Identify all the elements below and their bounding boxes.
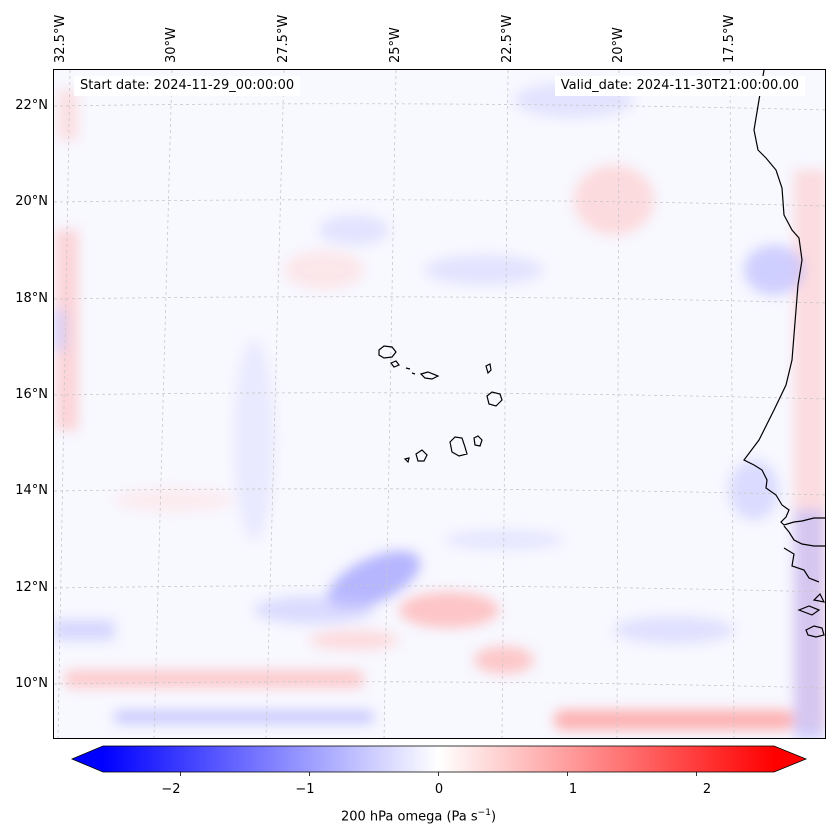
colorbar-label-suffix: )	[490, 809, 497, 825]
colorbar-ticks	[180, 772, 697, 776]
lat-label-16n: 16°N	[15, 387, 48, 402]
colorbar-label-exponent: −1	[477, 808, 491, 818]
graticule	[54, 70, 825, 738]
lat-label-14n: 14°N	[15, 483, 48, 498]
map-panel[interactable]: Start date: 2024-11-29_00:00:00 Valid_da…	[53, 69, 826, 739]
colorbar-label-text: 200 hPa omega (Pa s	[340, 809, 478, 825]
lon-label-25w: 25°W	[388, 27, 403, 63]
colorbar-max-extension	[774, 746, 806, 772]
africa-coastline	[743, 70, 825, 638]
lon-label-27-5w: 27.5°W	[276, 14, 291, 63]
lat-label-22n: 22°N	[15, 98, 48, 113]
colorbar-tick-neg1: −1	[295, 782, 315, 797]
lat-label-12n: 12°N	[15, 580, 48, 595]
colorbar-tick-0: 0	[434, 782, 444, 797]
colorbar-outline	[70, 745, 808, 773]
lon-label-32-5w: 32.5°W	[53, 14, 68, 63]
colorbar-min-extension	[72, 746, 103, 772]
lon-label-17-5w: 17.5°W	[722, 14, 737, 63]
colorbar-tick-neg2: −2	[161, 782, 181, 797]
lat-label-10n: 10°N	[15, 676, 48, 691]
lon-label-20w: 20°W	[611, 27, 626, 63]
omega-field-map	[54, 70, 825, 738]
cape-verde-islands	[378, 345, 503, 464]
colorbar-gradient	[103, 746, 774, 772]
colorbar-tick-2: 2	[702, 782, 712, 797]
start-date-label: Start date: 2024-11-29_00:00:00	[74, 76, 301, 96]
valid-date-label: Valid_date: 2024-11-30T21:00:00.00	[554, 76, 805, 96]
colorbar-tick-1: 1	[568, 782, 578, 797]
lon-label-30w: 30°W	[164, 27, 179, 63]
lat-label-20n: 20°N	[15, 194, 48, 209]
lon-label-22-5w: 22.5°W	[500, 14, 515, 63]
colorbar-label: 200 hPa omega (Pa s−1)	[0, 808, 837, 824]
colorbar	[70, 745, 808, 776]
lat-label-18n: 18°N	[15, 291, 48, 306]
